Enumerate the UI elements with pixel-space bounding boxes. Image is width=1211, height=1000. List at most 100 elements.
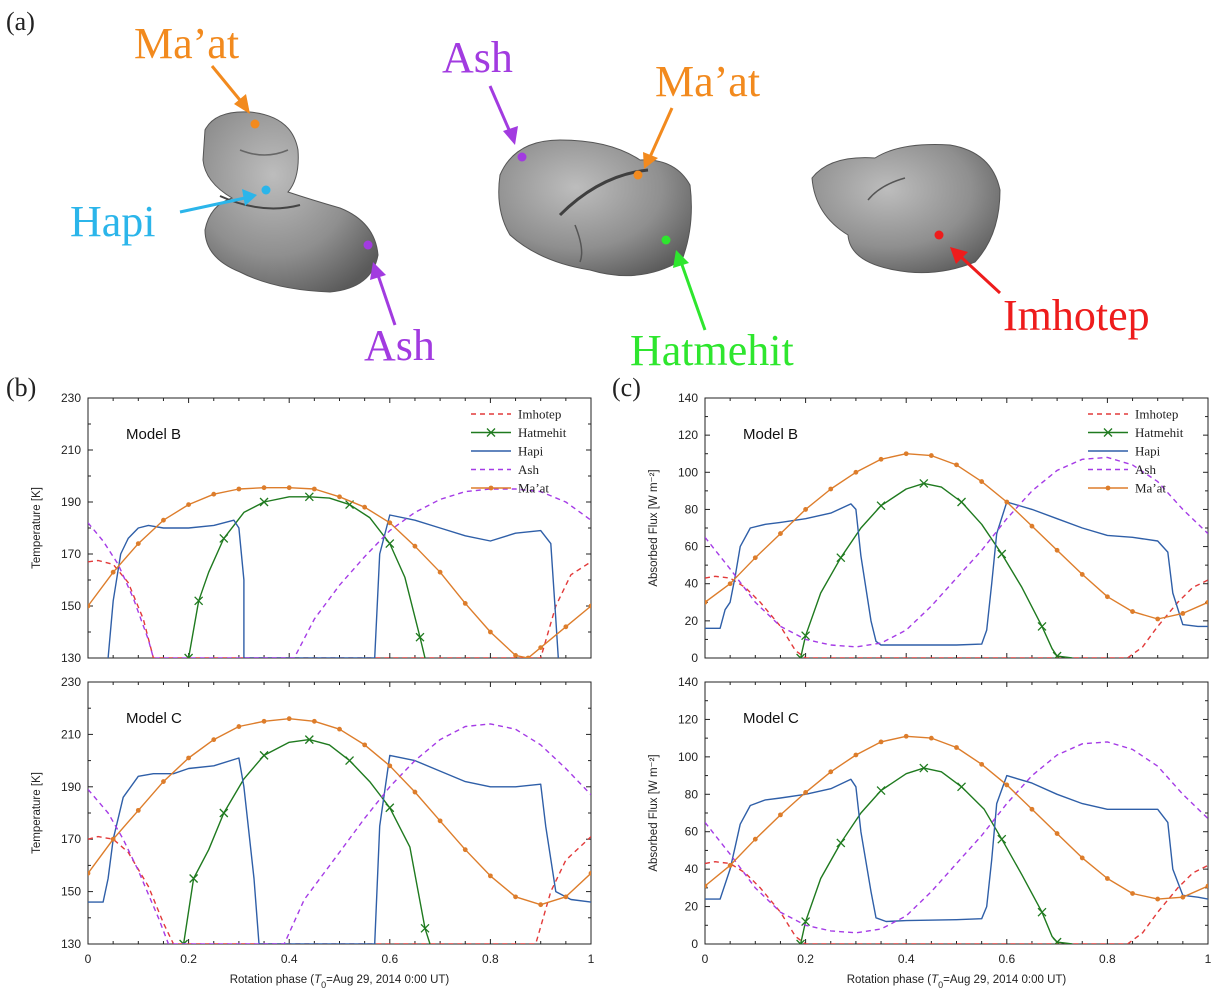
data-point-hatmehit xyxy=(1052,651,1062,658)
y-tick-label: 0 xyxy=(691,651,698,665)
y-tick-label: 210 xyxy=(61,727,81,741)
legend-label-imhotep: Imhotep xyxy=(1135,407,1178,422)
x-axis-label-part: =Aug 29, 2014 0:00 UT) xyxy=(943,974,1066,986)
data-point-hatmehit xyxy=(189,874,199,883)
data-point-maat xyxy=(588,603,591,609)
marker-maat-1 xyxy=(250,119,260,129)
data-point-maat xyxy=(88,603,91,609)
data-point-hatmehit xyxy=(876,501,886,511)
data-point-hatmehit xyxy=(219,808,229,818)
data-point-maat xyxy=(878,739,884,745)
data-point-maat xyxy=(853,469,859,475)
data-point-maat xyxy=(1054,831,1060,836)
panel-label-b: (b) xyxy=(6,373,36,402)
legend-marker-dot xyxy=(488,485,494,491)
data-point-maat xyxy=(362,504,368,510)
x-tick-label: 0.8 xyxy=(482,952,499,966)
data-point-hatmehit xyxy=(259,750,269,760)
data-point-hatmehit xyxy=(919,763,929,773)
data-point-maat xyxy=(778,531,783,536)
x-tick-label: 0.2 xyxy=(797,952,814,966)
data-point-maat xyxy=(563,624,569,630)
data-point-maat xyxy=(135,807,141,813)
x-axis-label: Rotation phase (T0=Aug 29, 2014 0:00 UT) xyxy=(230,974,450,990)
data-point-maat xyxy=(1105,876,1110,881)
y-tick-label: 120 xyxy=(678,428,698,442)
data-point-maat xyxy=(705,883,708,889)
series-line-imhotep xyxy=(705,575,1208,658)
data-point-hatmehit xyxy=(997,834,1007,844)
data-point-hatmehit xyxy=(796,653,806,658)
series-line-ash xyxy=(705,456,1208,648)
data-point-maat xyxy=(803,507,808,512)
data-point-maat xyxy=(236,486,242,492)
series-line-hapi xyxy=(705,501,1208,646)
data-point-maat xyxy=(1079,572,1085,577)
data-point-maat xyxy=(1004,499,1010,505)
data-point-maat xyxy=(286,716,292,722)
y-tick-label: 150 xyxy=(61,885,81,899)
data-point-maat xyxy=(954,462,959,468)
data-point-hatmehit xyxy=(1052,937,1062,944)
data-point-maat xyxy=(727,581,733,587)
series-line-hapi xyxy=(107,514,559,658)
y-tick-label: 140 xyxy=(678,675,698,689)
data-point-maat xyxy=(1054,547,1060,553)
data-point-hatmehit xyxy=(415,632,425,642)
y-tick-label: 20 xyxy=(685,900,699,914)
x-tick-label: 1 xyxy=(588,952,595,966)
data-point-maat xyxy=(186,502,192,507)
data-point-hatmehit xyxy=(997,549,1007,559)
legend-marker-x xyxy=(486,428,496,437)
legend-label-ma-at: Ma’at xyxy=(1135,481,1166,496)
x-axis-label: Rotation phase (T0=Aug 29, 2014 0:00 UT) xyxy=(847,974,1067,990)
y-tick-label: 100 xyxy=(678,465,698,479)
data-point-hatmehit xyxy=(919,478,929,488)
data-point-maat xyxy=(803,790,808,795)
data-point-maat xyxy=(337,494,342,500)
x-axis-label-part: 0 xyxy=(938,980,943,990)
data-point-maat xyxy=(261,718,267,724)
data-point-maat xyxy=(1155,896,1161,902)
y-tick-label: 0 xyxy=(691,937,698,951)
legend-label-imhotep: Imhotep xyxy=(518,407,561,422)
y-tick-label: 130 xyxy=(61,651,81,665)
data-point-maat xyxy=(903,733,909,739)
data-point-maat xyxy=(261,485,267,491)
marker-ash-2 xyxy=(517,152,527,162)
x-tick-label: 0 xyxy=(85,952,92,966)
data-point-hatmehit xyxy=(957,497,966,507)
y-tick-label: 170 xyxy=(61,832,81,846)
data-point-hatmehit xyxy=(304,735,314,745)
data-point-hatmehit xyxy=(304,492,314,502)
data-point-hatmehit xyxy=(345,756,355,766)
data-point-maat xyxy=(437,818,443,824)
series-line-ma-at xyxy=(88,718,591,906)
data-point-hatmehit xyxy=(420,923,430,933)
model-label: Model B xyxy=(126,426,181,443)
series-line-hatmehit xyxy=(799,767,1073,944)
comet-view-3 xyxy=(811,144,1001,274)
data-point-maat xyxy=(462,847,468,853)
data-point-maat xyxy=(161,517,166,523)
data-point-maat xyxy=(488,629,493,635)
data-point-maat xyxy=(337,726,342,732)
data-point-maat xyxy=(1029,523,1035,529)
x-axis-label-part: Rotation phase ( xyxy=(230,974,315,986)
arrows xyxy=(179,65,1002,331)
x-axis-label-part: =Aug 29, 2014 0:00 UT) xyxy=(326,974,449,986)
series-line-ash xyxy=(88,488,591,658)
data-point-maat xyxy=(1130,609,1135,614)
marker-hapi-1 xyxy=(261,185,271,195)
label-hatmehit: Hatmehit xyxy=(630,326,794,375)
data-point-maat xyxy=(311,486,317,492)
series-line-hapi xyxy=(88,754,591,944)
legend-label-hatmehit: Hatmehit xyxy=(1135,425,1184,440)
data-point-hatmehit xyxy=(1037,621,1047,631)
model-label: Model C xyxy=(126,710,182,727)
x-tick-label: 0.4 xyxy=(898,952,915,966)
data-point-maat xyxy=(538,645,544,650)
legend-label-hapi: Hapi xyxy=(1135,444,1161,459)
y-tick-label: 210 xyxy=(61,443,81,457)
data-point-hatmehit xyxy=(219,533,229,543)
